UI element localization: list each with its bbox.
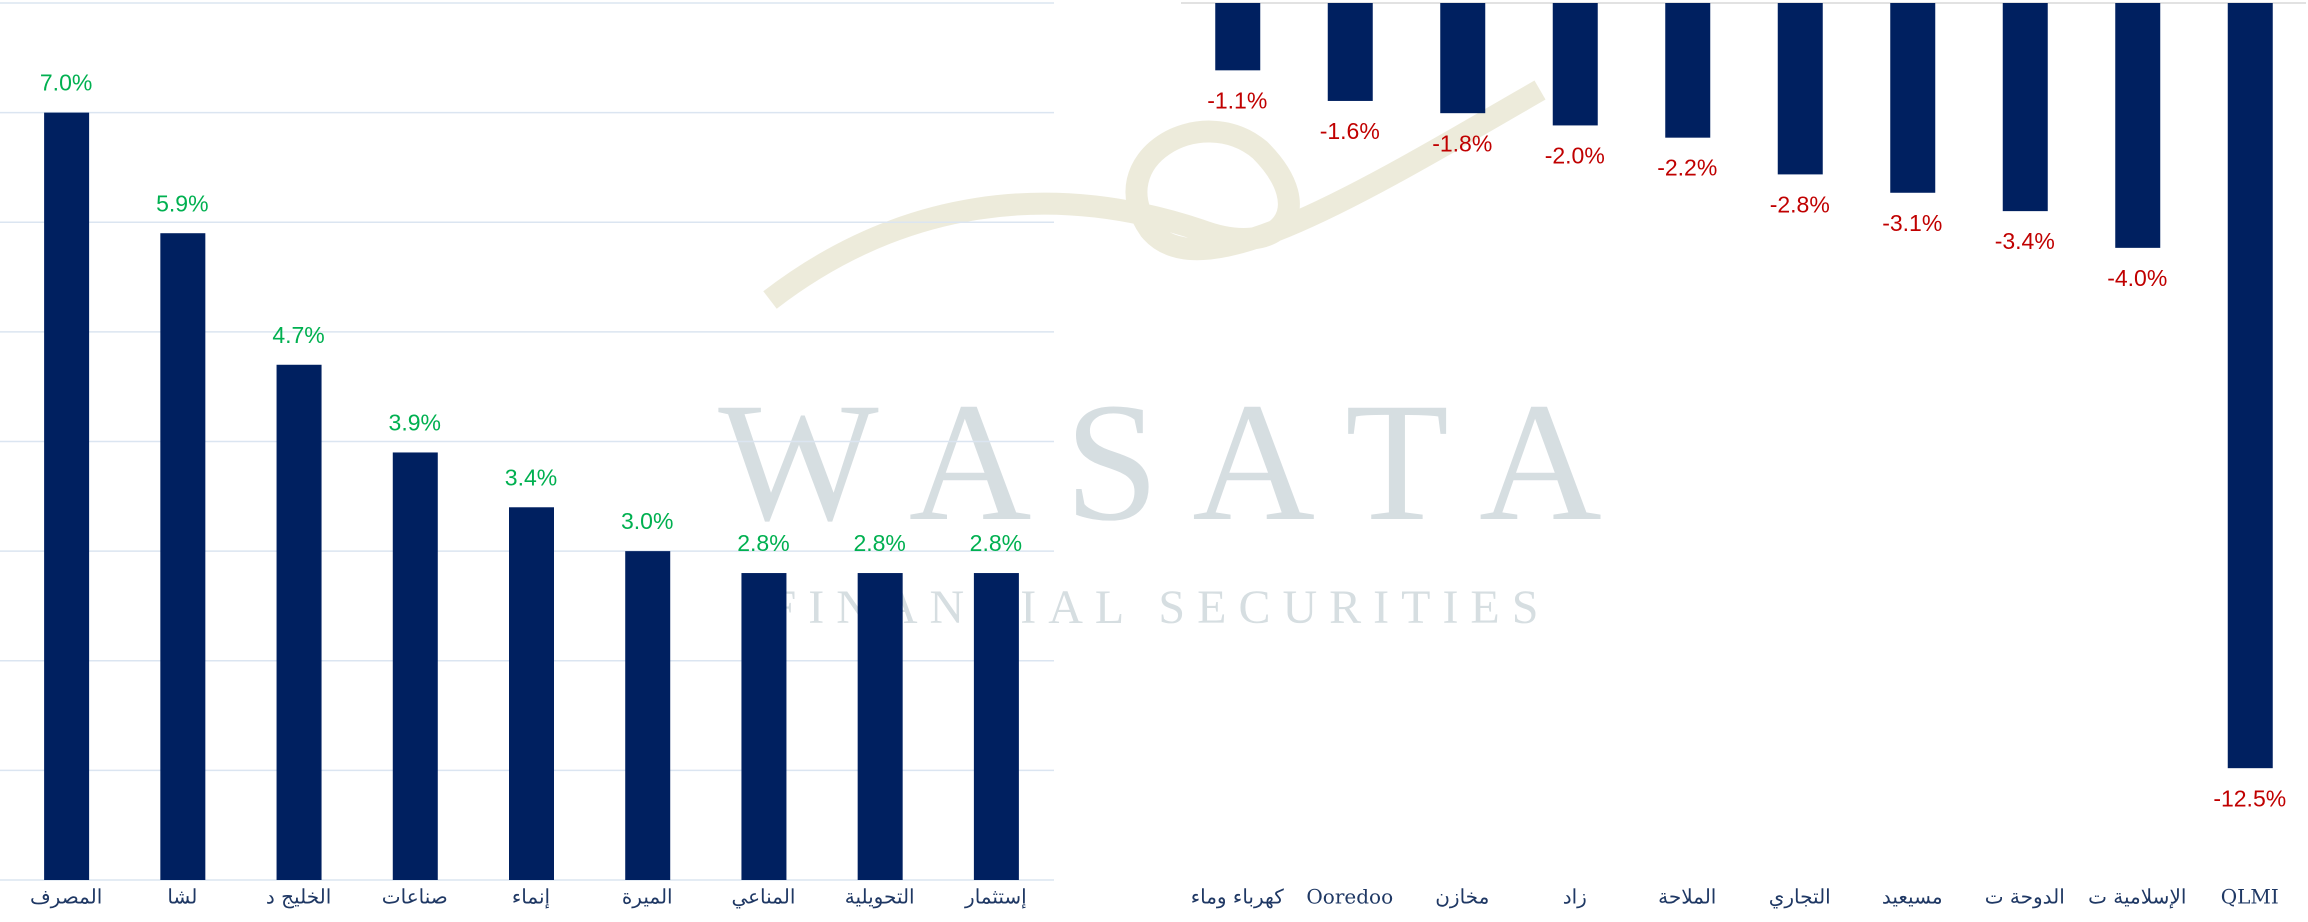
bar xyxy=(1327,3,1373,101)
bar xyxy=(1890,3,1936,193)
x-tick-label: مخازن xyxy=(1435,885,1489,909)
value-label: -2.2% xyxy=(1657,155,1717,181)
value-label: -1.8% xyxy=(1432,130,1492,156)
x-tick-label: صناعات xyxy=(382,885,448,909)
watermark-brand: W A S A T A xyxy=(718,368,1602,556)
x-tick-label: الدوحة ت xyxy=(1985,885,2065,909)
x-tick-label: QLMI xyxy=(2221,885,2279,909)
bar xyxy=(1665,3,1711,138)
value-label: 3.9% xyxy=(389,410,441,436)
x-tick-label: لشا xyxy=(167,885,197,909)
value-label: -2.8% xyxy=(1770,191,1830,217)
value-label: 3.4% xyxy=(505,464,557,490)
x-tick-label: زاد xyxy=(1563,885,1587,909)
x-tick-label: إنماء xyxy=(512,885,550,910)
value-label: -1.1% xyxy=(1207,87,1267,113)
bar xyxy=(857,573,903,880)
x-tick-label: الملاحة xyxy=(1658,885,1716,909)
value-label: -12.5% xyxy=(2213,785,2286,811)
x-tick-label: Ooredoo xyxy=(1306,885,1393,909)
bar xyxy=(509,507,554,880)
bar xyxy=(2227,3,2273,769)
bar xyxy=(2002,3,2048,212)
x-tick-label: الميرة xyxy=(622,885,673,909)
value-label: -3.4% xyxy=(1995,228,2055,254)
watermark-swoosh xyxy=(763,80,1546,309)
bar xyxy=(392,452,438,880)
x-tick-label: الإسلامية ت xyxy=(2088,885,2186,910)
value-label: -4.0% xyxy=(2107,265,2167,291)
x-tick-label: إستثمار xyxy=(964,885,1027,910)
value-label: 7.0% xyxy=(40,70,92,96)
x-tick-label: التحويلية xyxy=(845,885,915,909)
bar xyxy=(2115,3,2161,248)
bar xyxy=(741,573,787,880)
value-label: 2.8% xyxy=(970,530,1022,556)
x-tick-label: المناعي xyxy=(731,885,795,909)
bar xyxy=(625,551,671,880)
x-tick-label: التجاري xyxy=(1769,885,1831,909)
x-tick-label: المصرف xyxy=(30,885,102,909)
value-label: 2.8% xyxy=(737,530,789,556)
bar xyxy=(160,233,206,880)
bar xyxy=(276,364,322,880)
bar xyxy=(1777,3,1823,175)
bar xyxy=(1552,3,1598,126)
value-label: 4.7% xyxy=(272,322,324,348)
bar xyxy=(44,112,90,880)
value-label: -1.6% xyxy=(1320,118,1380,144)
value-label: 2.8% xyxy=(853,530,905,556)
value-label: 3.0% xyxy=(621,508,673,534)
value-label: -3.1% xyxy=(1882,210,1942,236)
x-tick-label: مسيعيد xyxy=(1882,885,1943,909)
bar xyxy=(973,573,1019,880)
bar xyxy=(1440,3,1486,114)
bar xyxy=(1215,3,1261,71)
x-tick-label: كهرباء وماء xyxy=(1191,885,1285,909)
value-label: 5.9% xyxy=(156,190,208,216)
x-tick-label: الخليج د xyxy=(266,885,331,909)
value-label: -2.0% xyxy=(1545,143,1605,169)
